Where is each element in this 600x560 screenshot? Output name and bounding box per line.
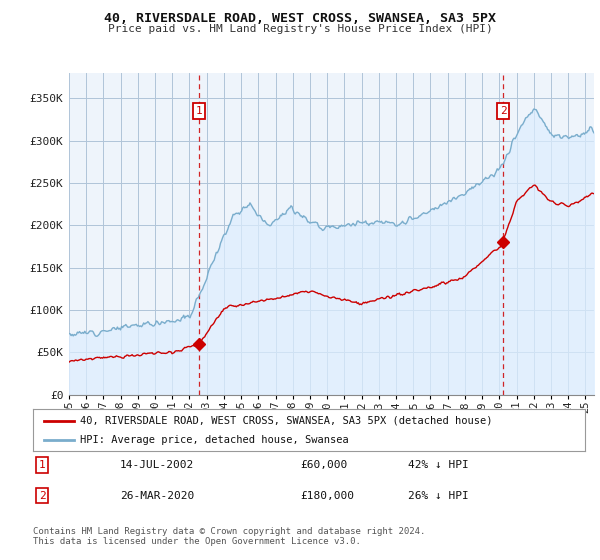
Text: 1: 1 <box>38 460 46 470</box>
Text: 2: 2 <box>500 106 506 116</box>
Text: 14-JUL-2002: 14-JUL-2002 <box>120 460 194 470</box>
Text: 40, RIVERSDALE ROAD, WEST CROSS, SWANSEA, SA3 5PX: 40, RIVERSDALE ROAD, WEST CROSS, SWANSEA… <box>104 12 496 25</box>
Text: £180,000: £180,000 <box>300 491 354 501</box>
Text: 2: 2 <box>38 491 46 501</box>
Text: HPI: Average price, detached house, Swansea: HPI: Average price, detached house, Swan… <box>80 435 349 445</box>
Text: Price paid vs. HM Land Registry's House Price Index (HPI): Price paid vs. HM Land Registry's House … <box>107 24 493 34</box>
Text: 1: 1 <box>196 106 202 116</box>
Text: Contains HM Land Registry data © Crown copyright and database right 2024.
This d: Contains HM Land Registry data © Crown c… <box>33 526 425 546</box>
Text: £60,000: £60,000 <box>300 460 347 470</box>
Text: 26-MAR-2020: 26-MAR-2020 <box>120 491 194 501</box>
Text: 40, RIVERSDALE ROAD, WEST CROSS, SWANSEA, SA3 5PX (detached house): 40, RIVERSDALE ROAD, WEST CROSS, SWANSEA… <box>80 416 493 426</box>
Text: 26% ↓ HPI: 26% ↓ HPI <box>408 491 469 501</box>
Text: 42% ↓ HPI: 42% ↓ HPI <box>408 460 469 470</box>
